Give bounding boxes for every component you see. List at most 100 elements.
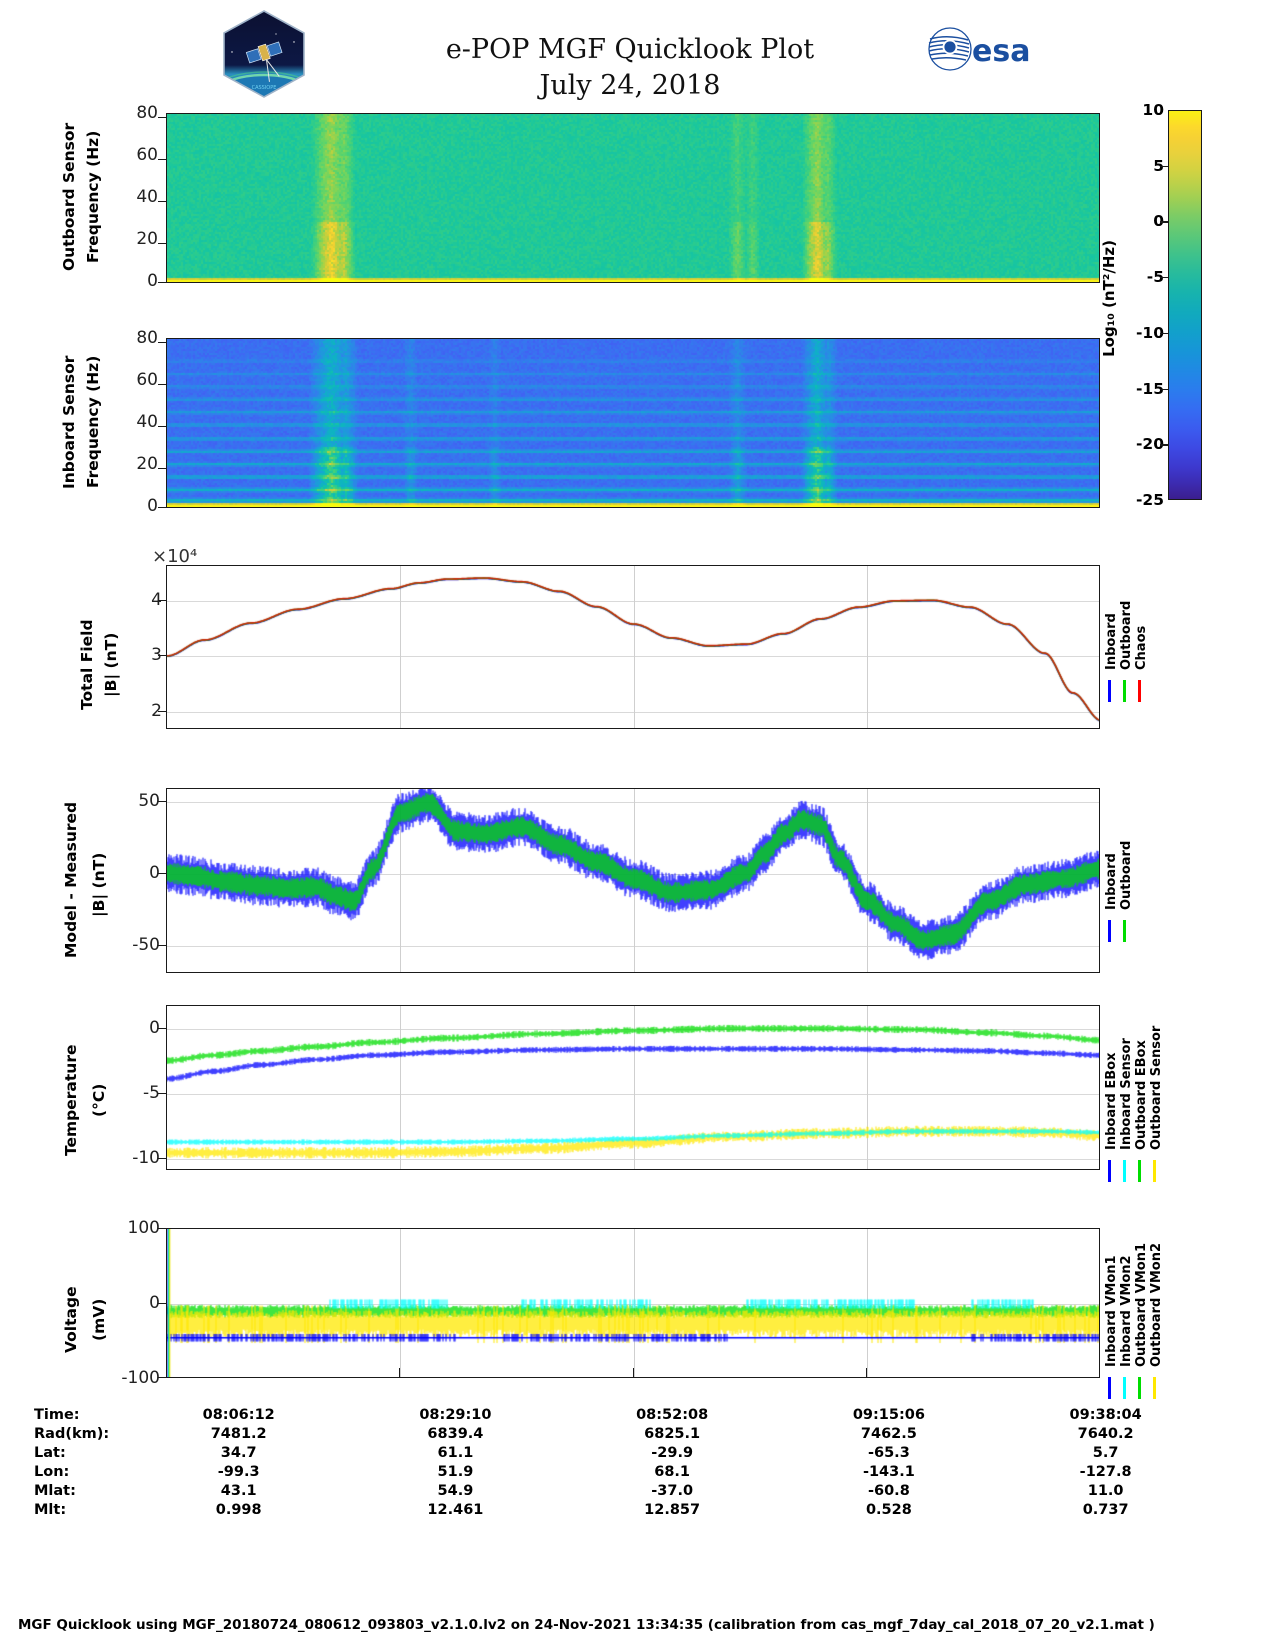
- ephemeris-row-key: Mlat:: [34, 1482, 76, 1499]
- outboard-spectrogram-ylabel-1: Outboard Sensor: [60, 122, 78, 272]
- legend-label-outboard-sensor: Outboard Sensor: [1149, 1025, 1164, 1150]
- total-field-ylabel-1: Total Field: [78, 619, 96, 711]
- model-measured-canvas: [167, 789, 1099, 972]
- ephemeris-row-key: Mlt:: [34, 1501, 67, 1518]
- outboard-spectrogram-yticks: 80 60 40 20 0: [136, 103, 158, 291]
- voltage-plot[interactable]: [166, 1228, 1100, 1378]
- ephemeris-cell: -60.8: [867, 1482, 910, 1499]
- colorbar-tick-5: 5: [1153, 156, 1164, 175]
- ephemeris-cell: 12.857: [644, 1501, 701, 1518]
- legend-swatch-chaos: [1138, 680, 1141, 702]
- ephemeris-cell: 0.528: [865, 1501, 912, 1518]
- outboard-spectrogram-canvas: [167, 114, 1099, 282]
- ephemeris-cell: 7481.2: [210, 1425, 267, 1442]
- ephemeris-cell: -29.9: [651, 1444, 694, 1461]
- ephemeris-cell: -99.3: [217, 1463, 260, 1480]
- ephemeris-cell: 61.1: [437, 1444, 474, 1461]
- ephemeris-row: Time: 08:06:12 08:29:10 08:52:08 09:15:06 09:…: [34, 1405, 1214, 1424]
- model-measured-legend: Inboard Outboard: [1104, 800, 1164, 980]
- outboard-spectrogram-ylabel-2: Frequency (Hz): [84, 130, 102, 264]
- total-field-yticks: 4 3 2: [151, 590, 162, 721]
- ephemeris-row: Rad(km): 7481.2 6839.4 6825.1 7462.5 7640.2: [34, 1424, 1214, 1443]
- page-title: e-POP MGF Quicklook Plot July 24, 2018: [330, 32, 930, 104]
- ephemeris-row: Lat: 34.7 61.1 -29.9 -65.3 5.7: [34, 1443, 1214, 1462]
- colorbar[interactable]: 10 5 0 -5 -10 -15 -20 -25: [1136, 101, 1202, 509]
- colorbar-tick-0: 0: [1153, 212, 1164, 231]
- inboard-spectrogram-plot[interactable]: [166, 338, 1100, 508]
- total-field-plot[interactable]: [166, 565, 1100, 729]
- legend-label-chaos: Chaos: [1134, 625, 1149, 670]
- legend-swatch-inboard-vmon2: [1123, 1377, 1126, 1399]
- ephemeris-cell: 6839.4: [427, 1425, 484, 1442]
- legend-label-outboard: Outboard: [1119, 840, 1134, 910]
- legend-swatch-inboard-vmon1: [1108, 1377, 1111, 1399]
- legend-swatch-outboard-sensor: [1153, 1160, 1156, 1182]
- ephemeris-cell: 34.7: [220, 1444, 257, 1461]
- colorbar-axis-label: Log₁₀ (nT²/Hz): [1100, 240, 1118, 357]
- ephemeris-cell: 0.998: [215, 1501, 262, 1518]
- colorbar-tick--5: -5: [1146, 268, 1164, 287]
- ephemeris-row: Mlat: 43.1 54.9 -37.0 -60.8 11.0: [34, 1481, 1214, 1500]
- model-measured-plot[interactable]: [166, 788, 1100, 973]
- ephemeris-cell: -143.1: [862, 1463, 915, 1480]
- inboard-spectrogram-ylabel-1: Inboard Sensor: [60, 355, 78, 489]
- legend-swatch-outboard-vmon2: [1153, 1377, 1156, 1399]
- voltage-legend: Inboard VMon1 Inboard VMon2 Outboard VMo…: [1104, 1232, 1184, 1407]
- legend-label-inboard-ebox: Inboard EBox: [1104, 1052, 1119, 1150]
- colorbar-tick-10: 10: [1142, 101, 1164, 119]
- ephemeris-row: Lon: -99.3 51.9 68.1 -143.1 -127.8: [34, 1462, 1214, 1481]
- colorbar-tick--20: -20: [1135, 435, 1164, 454]
- legend-swatch-inboard-sensor: [1123, 1160, 1126, 1182]
- ephemeris-row: Mlt: 0.998 12.461 12.857 0.528 0.737: [34, 1500, 1214, 1519]
- ephemeris-cell: 12.461: [427, 1501, 484, 1518]
- legend-label-inboard: Inboard: [1104, 853, 1119, 910]
- legend-swatch-outboard: [1123, 680, 1126, 702]
- total-field-canvas: [167, 566, 1099, 728]
- legend-label-outboard-ebox: Outboard EBox: [1134, 1040, 1149, 1150]
- title-line-2: July 24, 2018: [539, 70, 721, 101]
- legend-label-inboard-vmon1: Inboard VMon1: [1104, 1255, 1119, 1367]
- footer-text: MGF Quicklook using MGF_20180724_080612_…: [18, 1617, 1155, 1633]
- esa-logo-icon: esa: [928, 27, 1030, 71]
- voltage-canvas: [167, 1229, 1099, 1377]
- legend-label-outboard: Outboard: [1119, 600, 1134, 670]
- esa-logo-text: esa: [972, 34, 1030, 69]
- legend-label-inboard-vmon2: Inboard VMon2: [1119, 1255, 1134, 1367]
- title-line-1: e-POP MGF Quicklook Plot: [445, 34, 815, 65]
- total-field-legend: Inboard Outboard Chaos: [1104, 560, 1184, 730]
- ephemeris-row-key: Lon:: [34, 1463, 70, 1480]
- temperature-legend: Inboard EBox Inboard Sensor Outboard EBo…: [1104, 1010, 1184, 1195]
- colorbar-tick--15: -15: [1135, 379, 1164, 398]
- ephemeris-cell: 5.7: [1092, 1444, 1119, 1461]
- ephemeris-row-key: Time:: [34, 1406, 80, 1423]
- temperature-yticks: 0 -5 -10: [132, 1018, 160, 1168]
- temperature-plot[interactable]: [166, 1005, 1100, 1170]
- colorbar-tick--10: -10: [1135, 323, 1164, 342]
- ephemeris-cell: -37.0: [651, 1482, 694, 1499]
- legend-label-inboard-sensor: Inboard Sensor: [1119, 1038, 1134, 1150]
- ephemeris-cell: 54.9: [437, 1482, 474, 1499]
- ephemeris-row-key: Lat:: [34, 1444, 66, 1461]
- legend-swatch-inboard-ebox: [1108, 1160, 1111, 1182]
- outboard-spectrogram-plot[interactable]: [166, 113, 1100, 283]
- ephemeris-cell: -127.8: [1079, 1463, 1132, 1480]
- legend-swatch-inboard: [1108, 680, 1111, 702]
- ephemeris-table: Time: 08:06:12 08:29:10 08:52:08 09:15:06 09:…: [0, 1405, 1275, 1519]
- legend-label-outboard-vmon2: Outboard VMon2: [1149, 1242, 1164, 1367]
- inboard-spectrogram-yticks: 80 60 40 20 0: [136, 328, 158, 516]
- legend-swatch-outboard: [1123, 920, 1126, 942]
- legend-label-inboard: Inboard: [1104, 613, 1119, 670]
- legend-swatch-outboard-vmon1: [1138, 1377, 1141, 1399]
- temperature-canvas: [167, 1006, 1099, 1169]
- ephemeris-cell: 09:15:06: [852, 1406, 925, 1423]
- ephemeris-cell: 0.737: [1082, 1501, 1129, 1518]
- legend-swatch-outboard-ebox: [1138, 1160, 1141, 1182]
- colorbar-tick--25: -25: [1135, 491, 1164, 509]
- ephemeris-cell: 6825.1: [644, 1425, 701, 1442]
- cassiope-logo-icon: CASSIOPE: [223, 10, 305, 98]
- total-field-y-exponent: ×10⁴: [152, 546, 198, 567]
- ephemeris-cell: 7462.5: [860, 1425, 917, 1442]
- ephemeris-cell: 43.1: [220, 1482, 257, 1499]
- ephemeris-row-key: Rad(km):: [34, 1425, 110, 1442]
- ephemeris-cell: 08:52:08: [636, 1406, 709, 1423]
